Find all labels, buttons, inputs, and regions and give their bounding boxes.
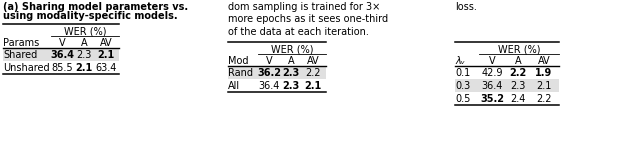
Text: WER (%): WER (%) xyxy=(64,26,106,36)
Text: WER (%): WER (%) xyxy=(498,44,540,54)
Text: 2.2: 2.2 xyxy=(536,94,552,104)
Text: A: A xyxy=(515,56,522,66)
Text: 2.4: 2.4 xyxy=(510,94,525,104)
Text: 2.3: 2.3 xyxy=(510,81,525,91)
Text: 2.3: 2.3 xyxy=(282,81,300,91)
Text: loss.: loss. xyxy=(455,2,477,12)
Text: 36.4: 36.4 xyxy=(481,81,502,91)
Bar xyxy=(3,48,119,61)
Text: AV: AV xyxy=(538,56,550,66)
Text: 2.1: 2.1 xyxy=(76,63,93,73)
Text: Rand: Rand xyxy=(228,68,253,78)
Text: V: V xyxy=(489,56,495,66)
Text: AV: AV xyxy=(307,56,319,66)
Text: AV: AV xyxy=(100,38,112,48)
Text: 2.1: 2.1 xyxy=(305,81,322,91)
Text: 2.3: 2.3 xyxy=(76,50,92,60)
Text: 36.4: 36.4 xyxy=(50,50,74,60)
Text: 63.4: 63.4 xyxy=(95,63,116,73)
Text: Mod: Mod xyxy=(228,56,248,66)
Text: 0.3: 0.3 xyxy=(455,81,470,91)
Text: using modality-specific models.: using modality-specific models. xyxy=(3,11,178,21)
Text: 0.5: 0.5 xyxy=(455,94,470,104)
Text: 2.2: 2.2 xyxy=(509,68,527,78)
Text: 35.2: 35.2 xyxy=(480,94,504,104)
Text: 36.2: 36.2 xyxy=(257,68,281,78)
Text: 2.1: 2.1 xyxy=(97,50,115,60)
Text: WER (%): WER (%) xyxy=(271,44,313,54)
Text: Shared: Shared xyxy=(3,50,37,60)
Bar xyxy=(228,66,326,79)
Text: V: V xyxy=(266,56,272,66)
Text: (a) Sharing model parameters vs.: (a) Sharing model parameters vs. xyxy=(3,2,188,12)
Text: dom sampling is trained for 3×
more epochs as it sees one-third
of the data at e: dom sampling is trained for 3× more epoc… xyxy=(228,2,388,37)
Text: 0.1: 0.1 xyxy=(455,68,470,78)
Text: 36.4: 36.4 xyxy=(259,81,280,91)
Text: 42.9: 42.9 xyxy=(481,68,503,78)
Text: 2.2: 2.2 xyxy=(305,68,321,78)
Text: 2.1: 2.1 xyxy=(536,81,552,91)
Text: Unshared: Unshared xyxy=(3,63,50,73)
Text: A: A xyxy=(288,56,294,66)
Text: All: All xyxy=(228,81,240,91)
Text: A: A xyxy=(81,38,87,48)
Text: λᵥ: λᵥ xyxy=(455,56,465,66)
Text: 85.5: 85.5 xyxy=(51,63,73,73)
Text: 1.9: 1.9 xyxy=(536,68,552,78)
Text: 2.3: 2.3 xyxy=(282,68,300,78)
Bar xyxy=(455,79,559,92)
Text: Params: Params xyxy=(3,38,39,48)
Text: V: V xyxy=(59,38,65,48)
